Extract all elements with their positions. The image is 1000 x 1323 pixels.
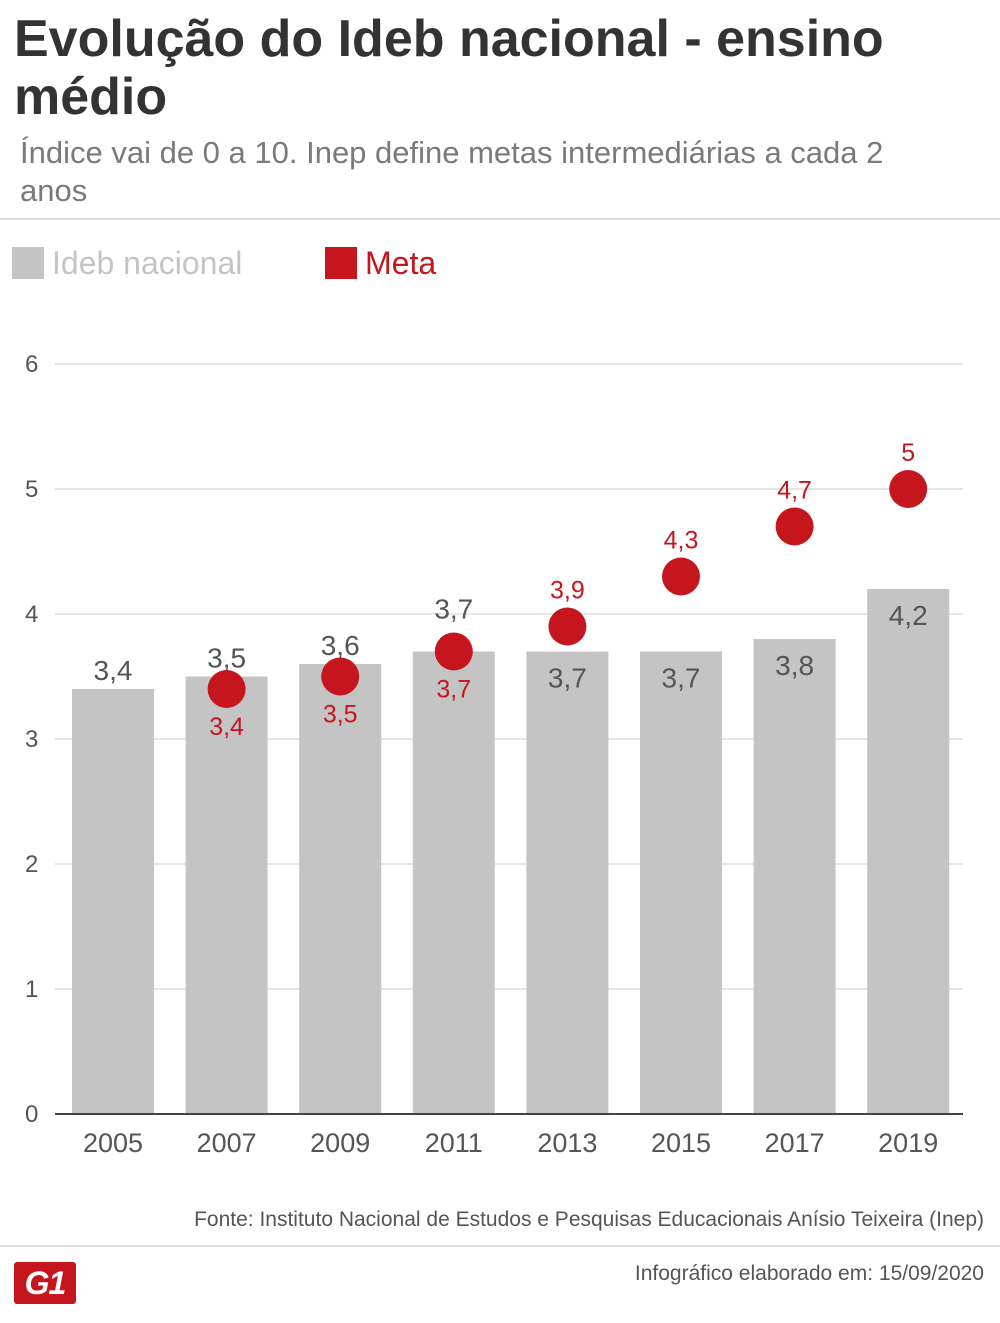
date-note: Infográfico elaborado em: 15/09/2020 <box>634 1262 984 1285</box>
legend-label-ideb: Ideb nacional <box>52 245 243 281</box>
x-tick-label: 2019 <box>878 1128 938 1158</box>
meta-value-label: 4,7 <box>777 477 812 505</box>
x-tick-label: 2015 <box>651 1128 711 1158</box>
bar-value-label: 3,7 <box>662 663 701 694</box>
g1-logo: G1 <box>14 1262 76 1304</box>
bar-ideb <box>867 589 950 1114</box>
legend-item-meta: Meta <box>325 243 436 283</box>
meta-dot <box>321 657 360 696</box>
y-tick-label: 6 <box>25 351 38 378</box>
bar-value-label: 3,5 <box>207 643 246 674</box>
y-tick-label: 2 <box>25 851 38 878</box>
bottom-divider <box>0 1245 1000 1247</box>
bar-ideb <box>412 651 495 1114</box>
bar-ideb <box>526 651 609 1114</box>
bar-value-label: 3,4 <box>94 655 133 686</box>
bar-value-label: 3,7 <box>434 594 473 625</box>
bar-value-label: 3,6 <box>321 630 360 661</box>
x-tick-label: 2005 <box>83 1128 143 1158</box>
source-note: Fonte: Instituto Nacional de Estudos e P… <box>194 1208 984 1231</box>
x-tick-label: 2017 <box>765 1128 825 1158</box>
bar-ideb <box>299 664 382 1114</box>
bar-ideb <box>640 651 722 1114</box>
bar-ideb <box>72 689 154 1114</box>
bar-ideb <box>185 676 268 1114</box>
meta-dot <box>662 557 700 596</box>
x-tick-label: 2007 <box>197 1128 257 1158</box>
legend-item-ideb: Ideb nacional <box>12 243 242 283</box>
meta-value-label: 3,4 <box>209 713 244 741</box>
meta-value-label: 3,5 <box>323 701 358 729</box>
legend-label-meta: Meta <box>365 245 437 281</box>
y-tick-label: 3 <box>25 726 38 753</box>
x-tick-label: 2009 <box>310 1128 370 1158</box>
meta-dot <box>434 632 473 671</box>
x-tick-label: 2013 <box>537 1128 597 1158</box>
y-tick-label: 0 <box>25 1101 38 1128</box>
bar-chart: 0 1 2 3 4 5 6 3,4 3,5 3,6 3,7 3,7 3,7 3,8 4,2 3,4 3,5 3,7… <box>25 351 963 1158</box>
meta-dot <box>889 470 928 508</box>
meta-dot <box>548 607 587 646</box>
y-tick-label: 5 <box>25 476 38 503</box>
legend-swatch-meta <box>325 247 357 279</box>
bar-value-label: 3,8 <box>775 650 814 681</box>
legend-swatch-ideb <box>12 247 44 279</box>
y-tick-label: 4 <box>25 601 38 628</box>
bar-value-label: 3,7 <box>548 663 587 694</box>
meta-value-label: 4,3 <box>664 527 699 555</box>
y-tick-label: 1 <box>25 976 38 1003</box>
meta-dot <box>775 507 814 546</box>
meta-value-label: 5 <box>901 439 915 467</box>
chart-title: Evolução do Ideb nacional - ensino médio <box>14 10 884 126</box>
bar-ideb <box>753 639 836 1114</box>
meta-value-label: 3,9 <box>550 577 585 605</box>
x-tick-label: 2011 <box>425 1128 483 1158</box>
meta-value-label: 3,7 <box>436 676 471 704</box>
top-divider <box>0 218 1000 220</box>
bar-value-label: 4,2 <box>889 600 928 631</box>
chart-subtitle: Índice vai de 0 a 10. Inep define metas … <box>20 135 884 208</box>
meta-dot <box>207 670 246 708</box>
